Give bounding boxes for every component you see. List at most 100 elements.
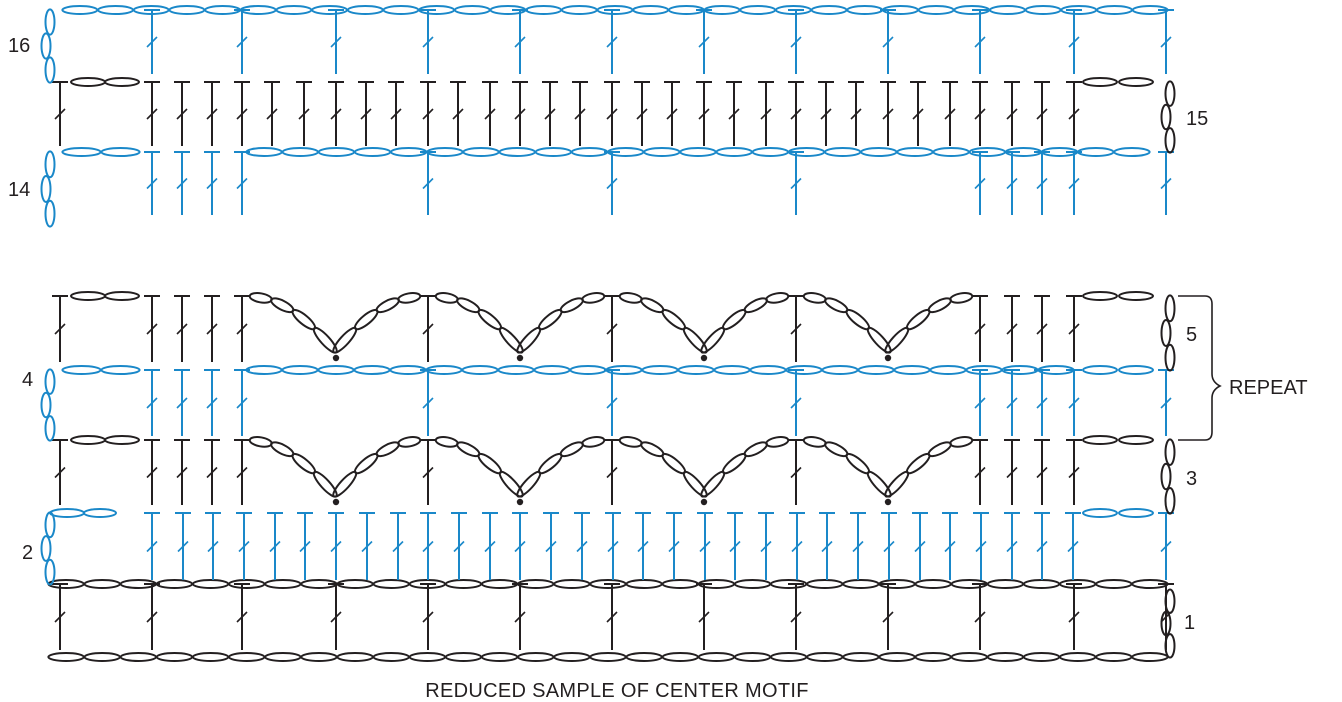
dc-slash xyxy=(698,611,710,623)
dc-slash xyxy=(422,611,434,623)
chain-stitch xyxy=(248,436,273,448)
chain-stitch xyxy=(893,365,931,375)
dc-slash xyxy=(944,540,956,553)
dc-slash xyxy=(484,108,496,120)
chain-stitch xyxy=(802,292,827,304)
chain-stitch xyxy=(806,579,844,589)
chain-stitch xyxy=(44,415,56,442)
chain-stitch xyxy=(1077,147,1115,157)
row-label-15: 15 xyxy=(1186,108,1208,130)
chain-stitch xyxy=(927,441,952,458)
dc-slash xyxy=(360,108,372,120)
slip-stitch-dot xyxy=(332,354,340,362)
chain-stitch xyxy=(1082,435,1118,445)
chain-stitch xyxy=(119,652,158,662)
chain-stitch xyxy=(1082,508,1118,518)
dc-slash xyxy=(882,611,894,623)
dc-slash xyxy=(146,36,158,48)
dc-slash xyxy=(1160,611,1172,623)
chain-stitch xyxy=(49,508,85,518)
dc-slash xyxy=(790,108,802,120)
dc-slash xyxy=(790,397,802,409)
dc-slash xyxy=(698,108,710,120)
chain-stitch xyxy=(988,5,1026,15)
dc-slash xyxy=(760,108,772,120)
chain-stitch xyxy=(632,5,670,15)
chain-stitch xyxy=(643,147,681,157)
chain-stitch xyxy=(1082,365,1118,375)
dc-slash xyxy=(146,397,158,409)
chain-stitch xyxy=(715,147,753,157)
chain-stitch xyxy=(456,441,481,458)
chain-stitch xyxy=(70,77,106,87)
dc-slash xyxy=(514,36,526,48)
dc-slash xyxy=(699,540,711,553)
chain-stitch xyxy=(806,652,844,662)
chain-stitch xyxy=(1118,365,1154,375)
dc-slash xyxy=(176,466,188,479)
chain-stitch xyxy=(1113,147,1151,157)
chain-stitch xyxy=(155,652,194,662)
dc-slash xyxy=(606,397,618,409)
chain-stitch xyxy=(824,441,849,458)
chain-stitch xyxy=(245,365,283,375)
chain-stitch xyxy=(245,147,283,157)
chain-stitch xyxy=(661,652,699,662)
dc-slash xyxy=(330,540,342,553)
dc-slash xyxy=(54,466,66,479)
chain-stitch xyxy=(281,365,319,375)
dc-slash xyxy=(176,397,188,409)
dc-slash xyxy=(944,108,956,120)
chain-stitch xyxy=(823,147,862,157)
dc-slash xyxy=(1067,540,1079,553)
dc-slash xyxy=(668,540,680,553)
row-label-14: 14 xyxy=(8,179,30,201)
dc-slash xyxy=(606,36,618,48)
chain-stitch xyxy=(312,326,338,354)
dc-slash xyxy=(1068,466,1080,479)
dc-slash xyxy=(514,540,526,553)
chain-stitch xyxy=(1160,103,1172,131)
chain-stitch xyxy=(559,441,584,458)
dc-slash xyxy=(820,108,832,120)
dc-slash xyxy=(1036,397,1048,409)
chain-stitch xyxy=(1024,5,1062,15)
dc-slash xyxy=(576,540,588,553)
slip-stitch-dot xyxy=(516,498,524,506)
dc-slash xyxy=(790,466,802,479)
chain-stitch xyxy=(372,579,410,589)
dc-slash xyxy=(606,323,618,335)
chain-stitch xyxy=(949,292,974,304)
dc-slash xyxy=(883,540,895,553)
chain-stitch xyxy=(986,652,1025,662)
chain-stitch xyxy=(559,297,584,314)
dc-slash xyxy=(299,540,311,553)
chain-stitch xyxy=(40,175,52,203)
dc-slash xyxy=(1036,466,1048,479)
chain-stitch xyxy=(100,365,141,375)
chain-stitch xyxy=(155,579,194,589)
chain-stitch xyxy=(733,652,772,662)
chain-stitch xyxy=(248,292,273,304)
chain-stitch xyxy=(533,365,571,375)
chain-stitch xyxy=(168,5,206,15)
dc-slash xyxy=(882,108,894,120)
chain-stitch xyxy=(61,365,102,375)
dc-slash xyxy=(236,611,248,623)
chain-stitch xyxy=(824,297,849,314)
chain-stitch xyxy=(44,8,56,36)
dc-slash xyxy=(1006,397,1018,409)
chain-stitch xyxy=(61,5,99,15)
chain-stitch xyxy=(677,365,715,375)
chain-stitch xyxy=(270,441,295,458)
diagram-caption: REDUCED SAMPLE OF CENTER MOTIF xyxy=(425,680,808,702)
chain-stitch xyxy=(765,436,790,448)
dc-slash xyxy=(1006,466,1018,479)
dc-slash xyxy=(266,108,278,120)
dc-slash xyxy=(514,108,526,120)
chain-stitch xyxy=(534,147,573,157)
chain-stitch xyxy=(1096,5,1133,15)
chain-stitch xyxy=(516,326,542,354)
chain-stitch xyxy=(640,441,665,458)
